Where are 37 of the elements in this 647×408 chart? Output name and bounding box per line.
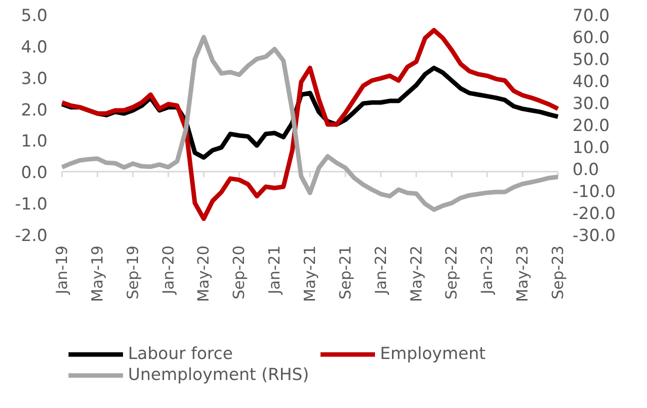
y2-tick-label: -20.0 — [572, 204, 616, 223]
x-tick-label: May-19 — [88, 245, 106, 302]
x-tick-label: Jan-21 — [266, 245, 284, 296]
y2-tick-label: 40.0 — [572, 72, 610, 91]
x-tick-label: Sep-21 — [336, 245, 354, 300]
y2-tick-label: -30.0 — [572, 226, 616, 245]
y-tick-label: -2.0 — [15, 226, 48, 245]
y2-tick-label: 20.0 — [572, 116, 610, 135]
x-tick-label: Jan-23 — [478, 245, 496, 296]
x-tick-label: Sep-19 — [124, 245, 142, 300]
y-tick-label: 5.0 — [21, 6, 48, 25]
legend-label: Employment — [380, 344, 487, 363]
y2-tick-label: 60.0 — [572, 28, 610, 47]
y-tick-label: 2.0 — [21, 100, 48, 120]
y-tick-label: 3.0 — [21, 68, 48, 88]
x-tick-label: Jan-22 — [372, 245, 390, 296]
y-tick-label: 4.0 — [21, 37, 48, 56]
x-tick-label: Sep-22 — [442, 245, 461, 300]
y-tick-label: 1.0 — [21, 132, 48, 151]
x-tick-label: Sep-23 — [548, 245, 567, 300]
y2-tick-label: 30.0 — [572, 94, 610, 113]
y2-tick-label: 10.0 — [572, 138, 610, 157]
x-tick-label: May-20 — [194, 245, 213, 302]
y2-tick-label: -10.0 — [572, 182, 616, 201]
y2-tick-label: 50.0 — [572, 50, 610, 69]
x-tick-label: Sep-20 — [230, 245, 248, 300]
x-tick-label: May-23 — [514, 245, 532, 302]
x-tick-label: May-22 — [407, 245, 426, 302]
legend-label: Labour force — [128, 344, 234, 363]
x-tick-label: May-21 — [301, 245, 319, 302]
x-tick-label: Jan-19 — [53, 245, 72, 296]
y2-tick-label: 0.0 — [572, 160, 599, 179]
y2-tick-label: 70.0 — [572, 6, 610, 25]
x-tick-label: Jan-20 — [159, 245, 178, 296]
y-tick-label: -1.0 — [15, 194, 48, 214]
legend-label: Unemployment (RHS) — [128, 365, 310, 384]
y-tick-label: 0.0 — [21, 163, 48, 182]
